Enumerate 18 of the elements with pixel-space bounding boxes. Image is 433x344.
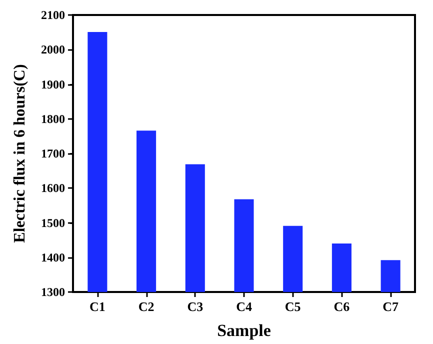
x-tick-label: C2 bbox=[138, 299, 154, 314]
x-tick-label: C1 bbox=[89, 299, 106, 314]
x-tick-label: C7 bbox=[382, 299, 400, 314]
y-tick-label: 1300 bbox=[41, 285, 65, 299]
x-tick-label: C5 bbox=[284, 299, 302, 314]
x-tick-label: C6 bbox=[334, 299, 350, 314]
x-tick-label: C3 bbox=[187, 299, 204, 314]
y-tick-label: 1600 bbox=[41, 181, 65, 196]
x-axis-title: Sample bbox=[217, 321, 272, 340]
y-tick-label: 2100 bbox=[41, 8, 65, 22]
y-tick-label: 1800 bbox=[41, 112, 65, 126]
y-tick-label: 1400 bbox=[41, 250, 65, 264]
y-tick-label: 1900 bbox=[41, 77, 65, 92]
y-tick-label: 2000 bbox=[41, 42, 65, 57]
y-tick-label: 1500 bbox=[41, 216, 65, 230]
y-tick-label: 1700 bbox=[41, 146, 65, 160]
x-tick-label: C4 bbox=[236, 299, 252, 314]
y-axis-title: Electric flux in 6 hours(C) bbox=[12, 64, 28, 243]
